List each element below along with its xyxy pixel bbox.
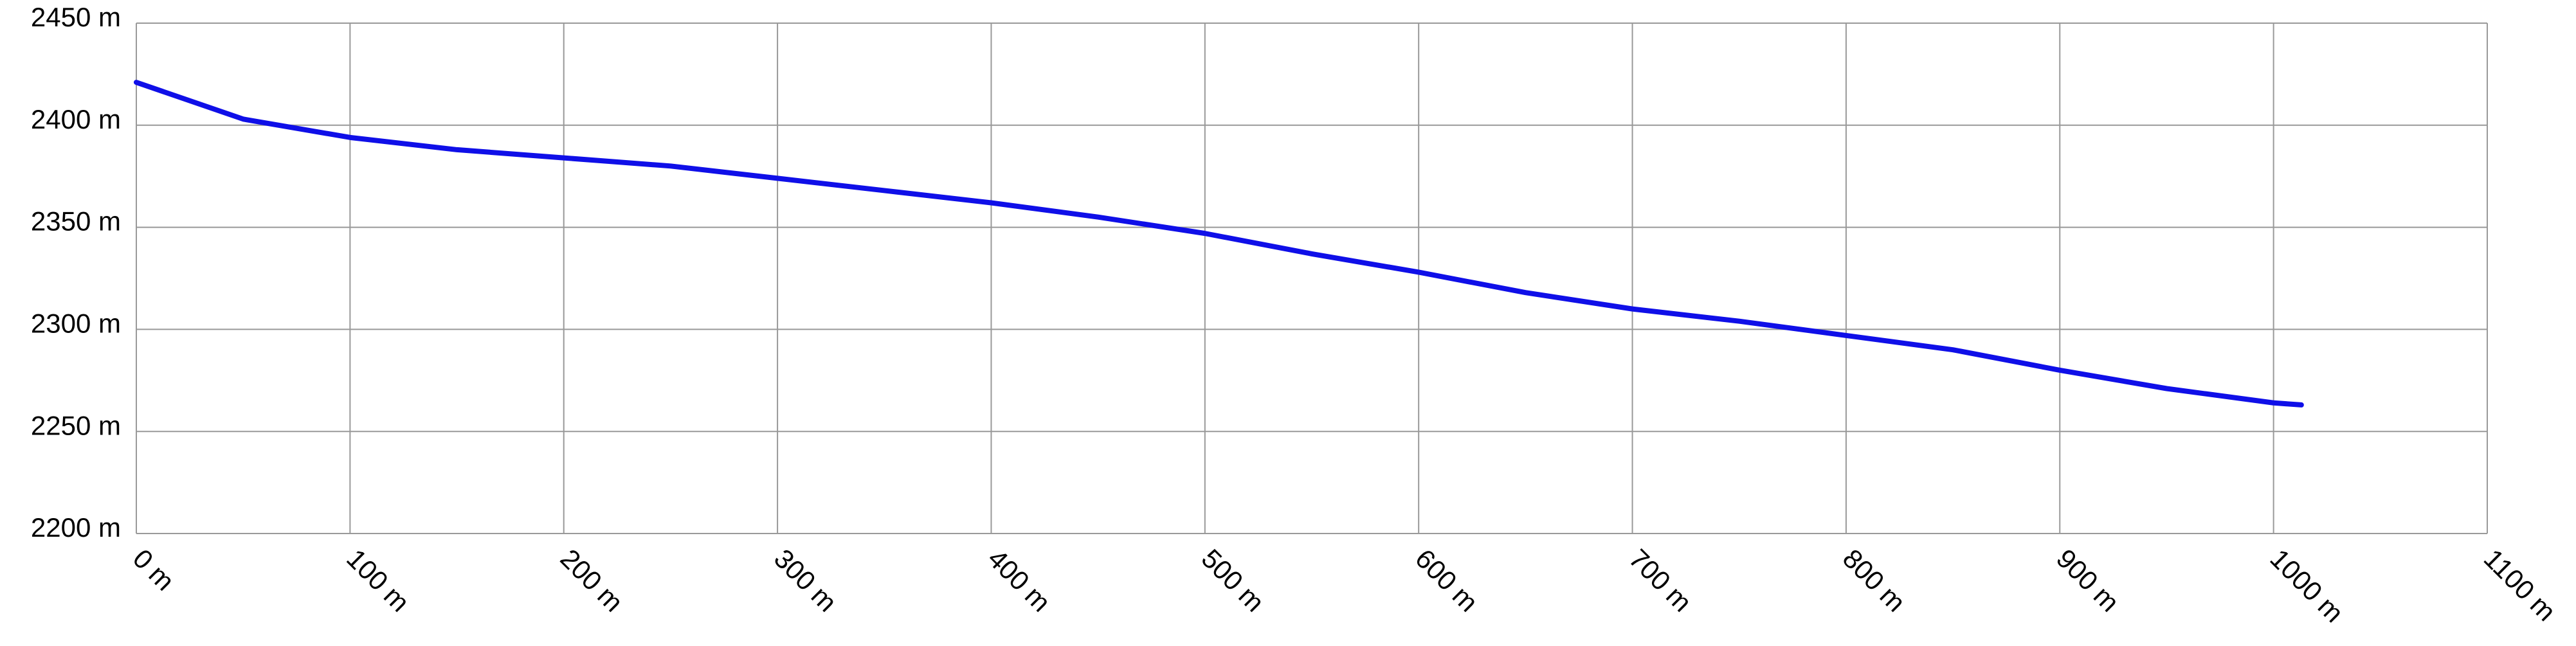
x-tick-label: 700 m — [1623, 543, 1698, 618]
x-tick-label: 300 m — [768, 543, 843, 618]
x-tick-label: 1000 m — [2264, 543, 2349, 628]
x-tick-label: 100 m — [341, 543, 415, 618]
y-tick-label: 2300 m — [31, 308, 121, 338]
x-tick-label: 500 m — [1196, 543, 1271, 618]
y-tick-label: 2350 m — [31, 206, 121, 237]
y-tick-label: 2450 m — [31, 2, 121, 32]
elevation-line — [134, 80, 2304, 408]
y-tick-label: 2250 m — [31, 410, 121, 440]
y-tick-label: 2200 m — [31, 512, 121, 543]
x-tick-label: 400 m — [982, 543, 1057, 618]
y-tick-label: 2400 m — [31, 104, 121, 134]
x-tick-label: 600 m — [1410, 543, 1484, 618]
x-tick-label: 200 m — [555, 543, 630, 618]
x-tick-label: 900 m — [2051, 543, 2125, 618]
x-tick-label: 800 m — [1837, 543, 1912, 618]
x-tick-label: 0 m — [127, 543, 181, 597]
x-tick-label: 1100 m — [2478, 543, 2562, 627]
